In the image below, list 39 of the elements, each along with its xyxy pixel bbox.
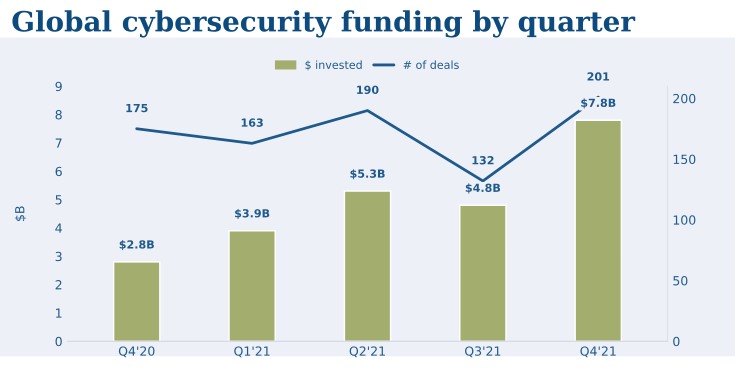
data-label: 132 xyxy=(472,156,494,164)
y-tick-label: 2 xyxy=(56,280,62,290)
y-tick-label: 4 xyxy=(55,224,62,233)
y2-tick-label: 100 xyxy=(674,215,696,225)
bar xyxy=(112,261,161,342)
data-label: 163 xyxy=(242,118,263,127)
legend-label: # of deals xyxy=(404,60,459,69)
bar xyxy=(459,204,507,342)
data-label: $7.8B xyxy=(581,98,616,108)
data-label: 175 xyxy=(126,104,148,112)
y2-tick-label: 50 xyxy=(673,276,688,286)
data-label: $4.8B xyxy=(466,183,500,194)
y-tick-label: 9 xyxy=(55,82,62,92)
y-tick-label: 0 xyxy=(56,336,62,346)
data-label: $5.3B xyxy=(350,169,385,180)
legend-label: $ invested xyxy=(305,60,362,70)
data-label: 201 xyxy=(588,72,610,81)
y2-tick-label: 200 xyxy=(673,94,696,104)
y-axis-title: $B xyxy=(14,206,26,221)
x-tick-label: Q3'21 xyxy=(465,346,500,358)
bar xyxy=(574,120,622,342)
data-label: 190 xyxy=(357,86,379,94)
y2-tick-label: 0 xyxy=(673,336,680,346)
y-tick-label: 5 xyxy=(56,195,62,205)
y-tick-label: 7 xyxy=(56,138,62,148)
bar xyxy=(344,190,392,342)
x-tick-label: Q4'21 xyxy=(580,346,616,358)
y2-tick-label: 150 xyxy=(674,154,696,164)
y-tick-label: 3 xyxy=(56,252,62,262)
y-tick-label: 8 xyxy=(56,110,62,120)
bar xyxy=(228,230,276,342)
x-tick-label: Q1'21 xyxy=(234,346,270,358)
x-tick-label: Q4'20 xyxy=(118,346,154,358)
y-tick-label: 1 xyxy=(56,308,62,318)
data-label: $3.9B xyxy=(235,208,270,219)
x-tick-label: Q2'21 xyxy=(350,346,385,358)
y-tick-label: 6 xyxy=(56,166,62,176)
chart-title: Global cybersecurity funding by quarter xyxy=(12,10,636,38)
data-label: $2.8B xyxy=(120,240,154,250)
